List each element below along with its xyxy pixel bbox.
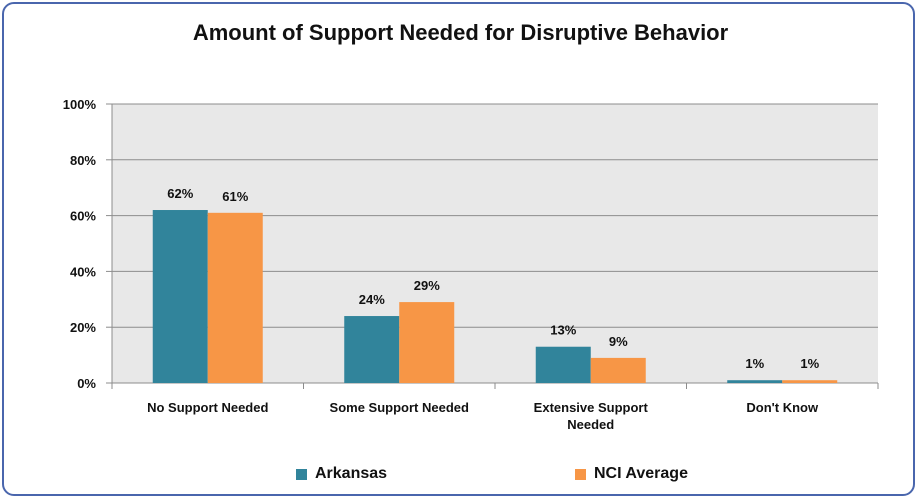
- y-tick-label: 0%: [77, 376, 96, 391]
- y-tick-label: 40%: [70, 264, 96, 279]
- bar-nci-average-2: [590, 357, 646, 383]
- x-category-label: Don't Know: [746, 400, 819, 415]
- data-label-nci-average-3: 1%: [800, 356, 819, 371]
- bar-arkansas-0: [152, 210, 208, 383]
- bar-nci-average-1: [399, 302, 455, 383]
- legend: Arkansas NCI Average: [0, 465, 921, 489]
- data-label-arkansas-2: 13%: [550, 323, 576, 338]
- data-label-nci-average-2: 9%: [609, 334, 628, 349]
- data-label-arkansas-3: 1%: [745, 356, 764, 371]
- y-tick-label: 80%: [70, 153, 96, 168]
- bar-nci-average-3: [782, 380, 838, 383]
- x-category-label: No Support Needed: [147, 400, 268, 415]
- bar-arkansas-1: [344, 316, 400, 383]
- y-tick-label: 20%: [70, 320, 96, 335]
- legend-swatch-arkansas: [296, 468, 307, 480]
- legend-swatch-nci-average: [575, 468, 586, 480]
- legend-label-nci-average: NCI Average: [594, 465, 688, 482]
- bar-nci-average-0: [207, 212, 263, 383]
- bar-arkansas-2: [535, 346, 591, 383]
- x-category-label: Needed: [567, 417, 614, 432]
- data-label-arkansas-1: 24%: [359, 292, 385, 307]
- legend-label-arkansas: Arkansas: [315, 465, 388, 482]
- legend-item-nci-average: NCI Average: [575, 465, 688, 483]
- data-label-nci-average-0: 61%: [222, 189, 248, 204]
- data-label-arkansas-0: 62%: [167, 186, 193, 201]
- legend-item-arkansas: Arkansas: [296, 465, 387, 483]
- x-category-label: Some Support Needed: [330, 400, 469, 415]
- x-category-label: Extensive Support: [534, 400, 649, 415]
- chart-title: Amount of Support Needed for Disruptive …: [192, 20, 729, 45]
- y-tick-label: 60%: [70, 209, 96, 224]
- y-tick-label: 100%: [63, 97, 97, 112]
- data-label-nci-average-1: 29%: [414, 278, 440, 293]
- bar-arkansas-3: [727, 380, 783, 383]
